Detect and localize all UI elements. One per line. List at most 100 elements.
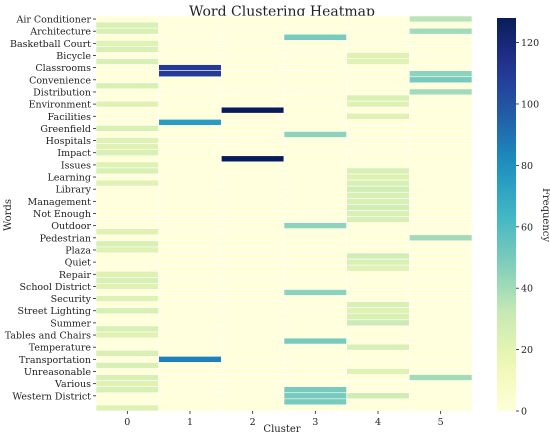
heatmap-cell xyxy=(158,258,222,266)
heatmap-cell xyxy=(283,58,347,65)
heatmap-cell xyxy=(283,386,347,394)
heatmap-cell xyxy=(346,125,410,132)
y-tick-label: Summer xyxy=(50,318,91,329)
heatmap-cell xyxy=(158,301,222,308)
heatmap-cell xyxy=(283,264,347,272)
heatmap-cell xyxy=(346,131,410,138)
heatmap-cell xyxy=(158,319,222,327)
heatmap-cell xyxy=(158,252,222,260)
colorbar-tick-label: 100 xyxy=(521,99,539,110)
heatmap-cell xyxy=(283,185,347,193)
heatmap-cell xyxy=(409,270,473,278)
colorbar-tick-label: 40 xyxy=(521,284,533,295)
heatmap-cell xyxy=(409,46,473,53)
heatmap-cell xyxy=(346,386,410,394)
heatmap-cell xyxy=(409,204,473,211)
heatmap-cell xyxy=(221,246,285,254)
heatmap-cell xyxy=(158,27,222,35)
heatmap-cell xyxy=(158,40,222,47)
heatmap-cell xyxy=(158,210,222,217)
heatmap-cell xyxy=(283,191,347,199)
heatmap-cell xyxy=(221,356,285,363)
heatmap-cell xyxy=(95,349,159,357)
heatmap-cell xyxy=(346,94,410,102)
heatmap-cell xyxy=(158,15,222,23)
heatmap-cell xyxy=(221,185,285,193)
heatmap-cell xyxy=(346,356,410,363)
colorbar: 0 20 40 60 80 100 120 Frequency xyxy=(497,18,550,418)
heatmap-cell xyxy=(158,392,222,400)
heatmap-cell xyxy=(221,368,285,375)
heatmap-cell xyxy=(95,307,159,315)
heatmap-cell xyxy=(95,325,159,333)
heatmap-cell xyxy=(409,21,473,29)
heatmap-cell xyxy=(409,313,473,321)
x-tick-label: 1 xyxy=(187,417,193,428)
heatmap-cell xyxy=(409,179,473,187)
heatmap-cell xyxy=(221,404,285,412)
heatmap-cell xyxy=(346,307,410,315)
y-tick-label: Facilities xyxy=(48,112,92,123)
heatmap-cell xyxy=(283,40,347,47)
heatmap-cell xyxy=(221,64,285,72)
heatmap-cell xyxy=(95,392,159,400)
heatmap-cell xyxy=(221,289,285,296)
heatmap-cell xyxy=(283,216,347,223)
heatmap-cell xyxy=(95,313,159,321)
heatmap-cell xyxy=(158,374,222,381)
heatmap-cell xyxy=(346,240,410,248)
heatmap-cell xyxy=(409,119,473,126)
heatmap-cell xyxy=(283,46,347,53)
heatmap-cell xyxy=(409,234,473,242)
y-tick-label: Repair xyxy=(59,270,92,281)
heatmap-cell xyxy=(346,100,410,108)
heatmap-cell xyxy=(221,313,285,321)
heatmap-cell xyxy=(283,295,347,302)
heatmap-cell xyxy=(283,173,347,181)
heatmap-cell xyxy=(221,27,285,35)
heatmap-cell xyxy=(158,325,222,333)
heatmap-cell xyxy=(221,173,285,181)
heatmap-cell xyxy=(346,88,410,96)
y-tick-label: Not Enough xyxy=(33,209,91,220)
heatmap-cell xyxy=(95,191,159,199)
heatmap-cell xyxy=(346,319,410,327)
heatmap-cell xyxy=(158,216,222,223)
heatmap-cell xyxy=(283,167,347,175)
heatmap-cell xyxy=(95,15,159,23)
heatmap-cell xyxy=(158,283,222,290)
heatmap-cell xyxy=(95,149,159,157)
heatmap-cell xyxy=(221,15,285,23)
heatmap-cell xyxy=(95,362,159,369)
heatmap-cell xyxy=(221,112,285,120)
heatmap-cell xyxy=(283,210,347,217)
heatmap-cell xyxy=(409,33,473,41)
heatmap-cell xyxy=(346,204,410,211)
y-tick-label: Pedestrian xyxy=(40,233,91,244)
heatmap-cell xyxy=(221,325,285,333)
heatmap-cell xyxy=(409,82,473,90)
heatmap-cell xyxy=(283,88,347,96)
heatmap-cell xyxy=(283,234,347,242)
heatmap-cell xyxy=(221,198,285,205)
heatmap-cell xyxy=(283,15,347,23)
heatmap-cell xyxy=(409,386,473,394)
heatmap-cell xyxy=(409,343,473,351)
heatmap-cell xyxy=(346,277,410,284)
heatmap-cell xyxy=(221,301,285,308)
heatmap-cell xyxy=(409,307,473,315)
heatmap-cell xyxy=(158,76,222,84)
heatmap-cell xyxy=(158,398,222,406)
y-tick-label: Library xyxy=(55,185,91,196)
heatmap-cell xyxy=(221,40,285,47)
y-tick-label: Various xyxy=(54,379,91,390)
y-tick-label: Temperature xyxy=(29,343,92,354)
y-tick-label: School District xyxy=(19,282,91,293)
heatmap-cell xyxy=(283,404,347,412)
heatmap-cell xyxy=(409,246,473,254)
heatmap-cell xyxy=(95,258,159,266)
y-axis-label: Words xyxy=(3,199,14,231)
heatmap-cell xyxy=(158,88,222,96)
heatmap-cell xyxy=(221,82,285,90)
